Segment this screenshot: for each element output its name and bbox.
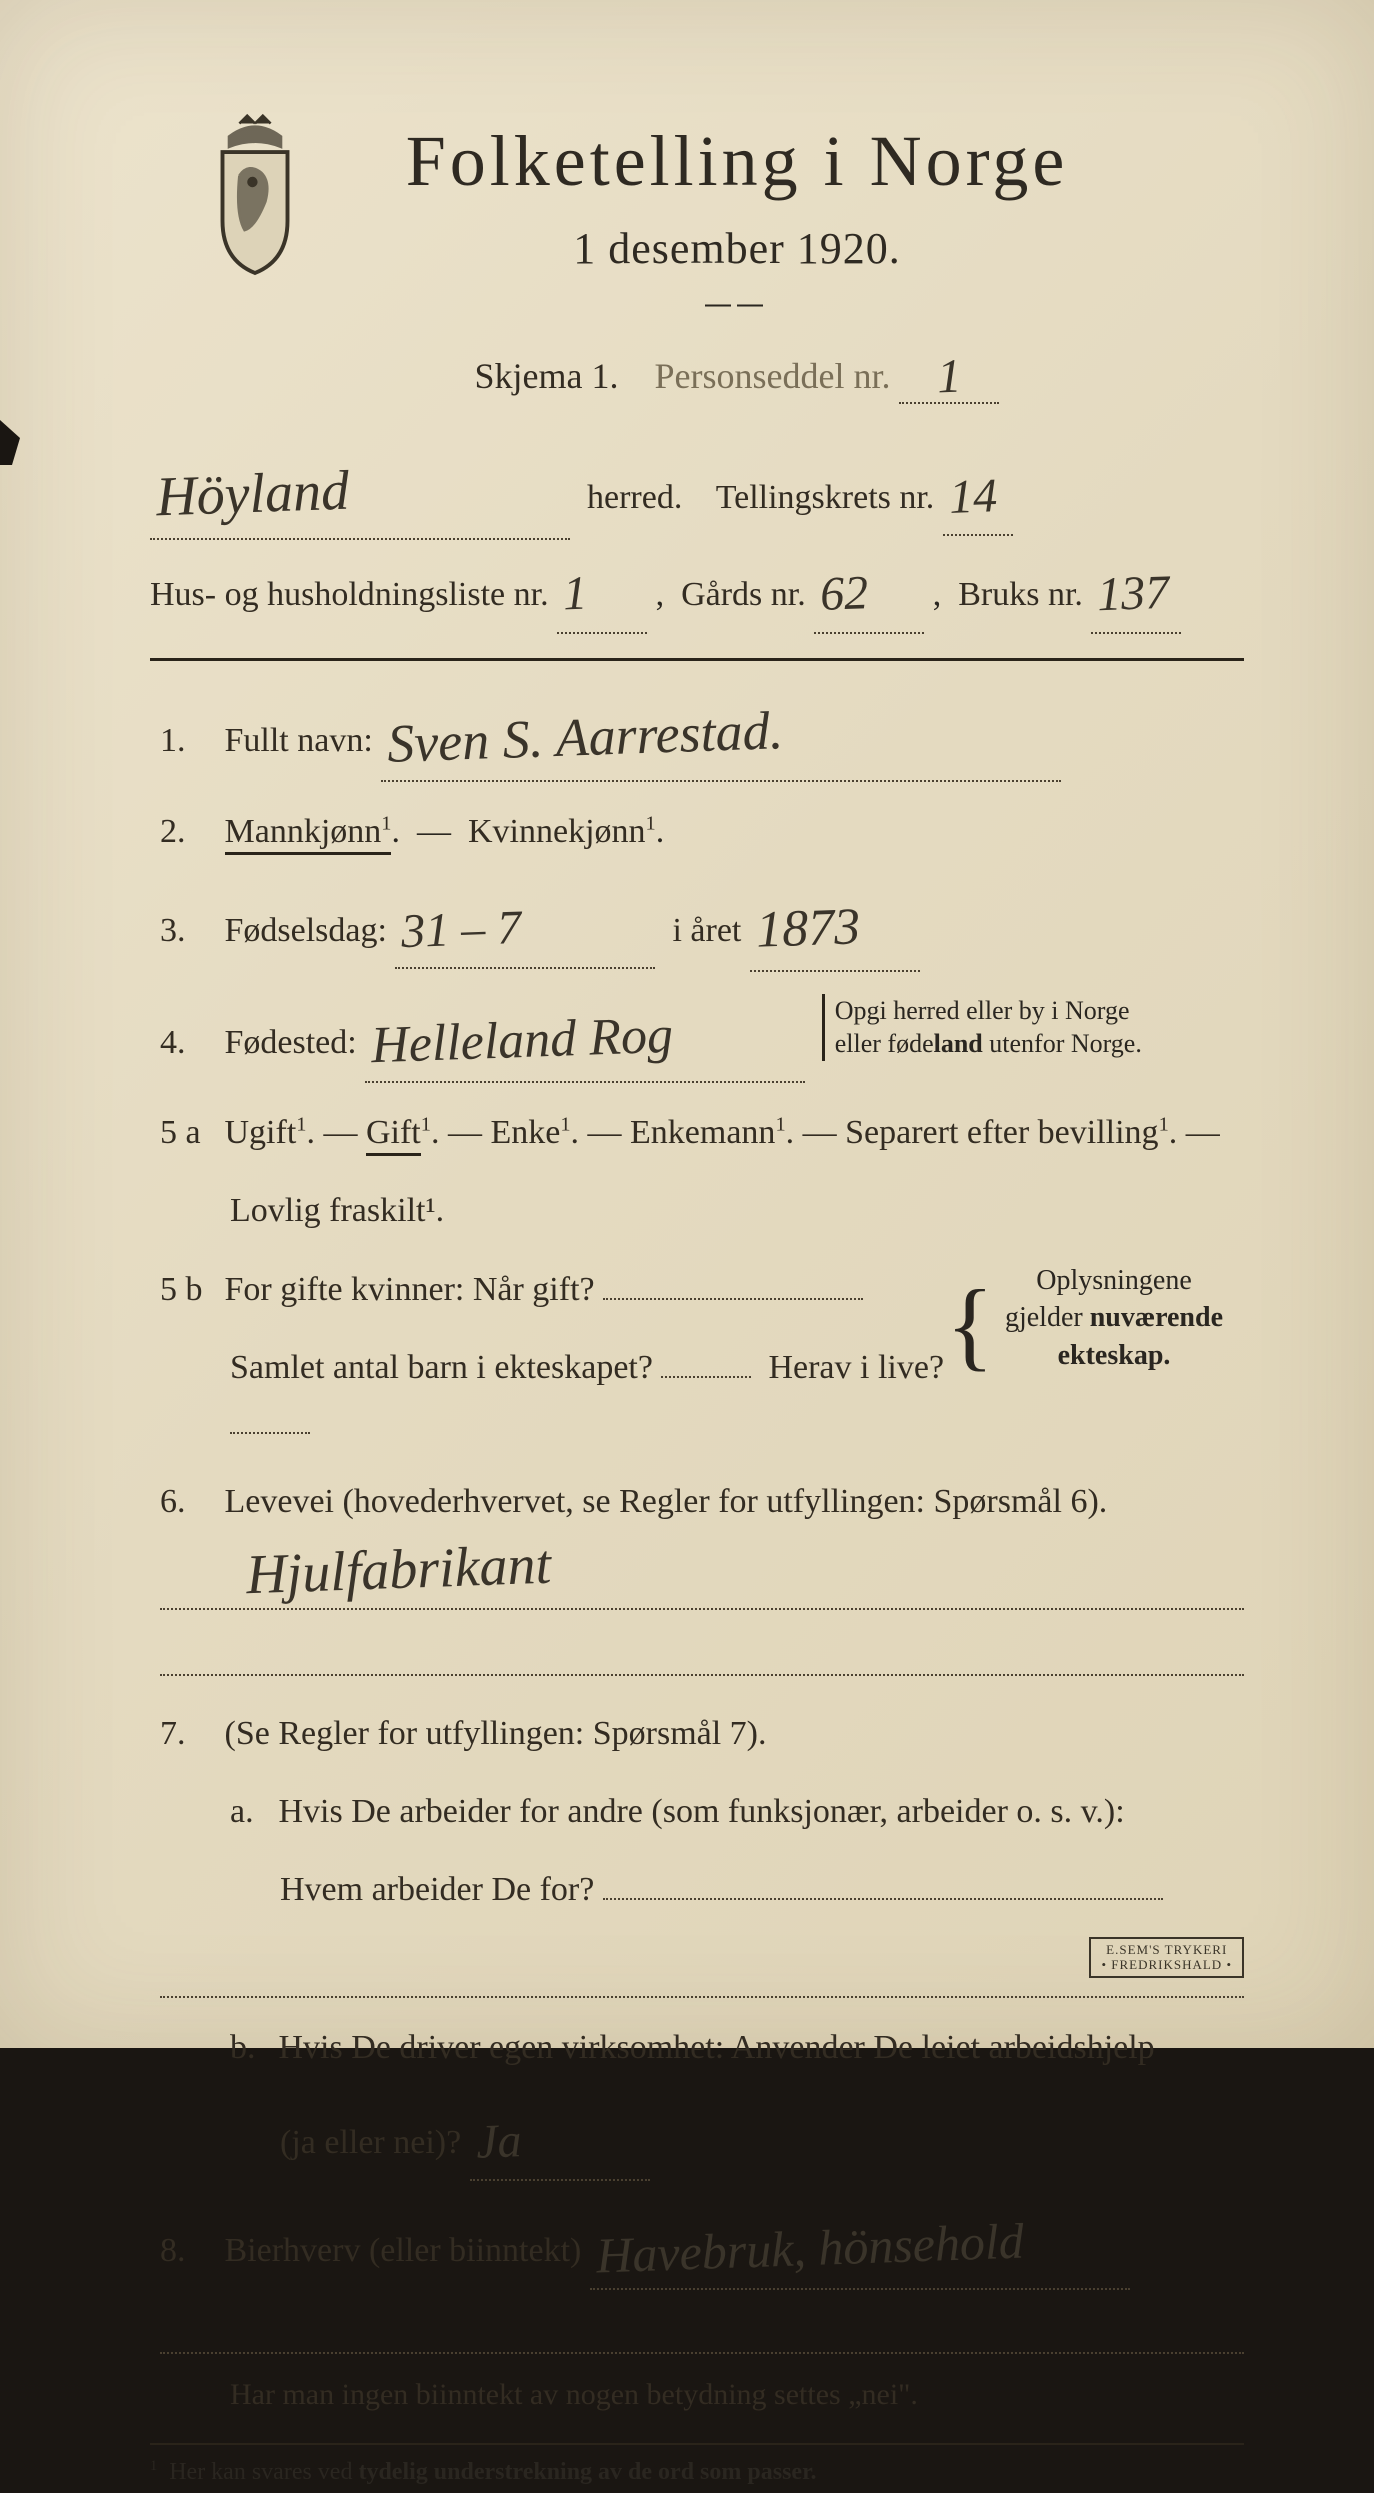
- personseddel-label: Personseddel nr.: [655, 356, 891, 396]
- q7b-row: b. Hvis De driver egen virksomhet: Anven…: [160, 2020, 1244, 2076]
- q8-note-row: Har man ingen biinntekt av nogen betydni…: [160, 2370, 1244, 2420]
- q3-year-label: i året: [672, 912, 741, 949]
- q7a-row: a. Hvis De arbeider for andre (som funks…: [160, 1784, 1244, 1840]
- schema-label: Skjema 1.: [475, 356, 619, 396]
- q2-row: 2. Mannkjønn1. — Kvinnekjønn1.: [160, 804, 1244, 860]
- form-body: Höyland herred. Tellingskrets nr. 14 Hus…: [150, 444, 1244, 2493]
- q6-value-line: Hjulfabrikant: [160, 1552, 1244, 1610]
- form-title: Folketelling i Norge: [230, 120, 1244, 203]
- q2-num: 2.: [160, 804, 216, 860]
- q3-label: Fødselsdag:: [225, 912, 387, 949]
- footnote: 1 Her kan svares ved tydelig understrekn…: [150, 2453, 1244, 2493]
- q5a-row: 5 a Ugift1. — Gift1. — Enke1. — Enkemann…: [160, 1105, 1244, 1161]
- q6-row: 6. Levevei (hovederhvervet, se Regler fo…: [160, 1474, 1244, 1530]
- husliste-row: Hus- og husholdningsliste nr. 1 , Gårds …: [150, 550, 1244, 633]
- q3-row: 3. Fødselsdag: 31 – 7 i året 1873: [160, 882, 1244, 972]
- q5b-note-l1: Oplysningene: [1036, 1265, 1192, 1296]
- separator-line: [150, 658, 1244, 661]
- q7-label: (Se Regler for utfyllingen: Spørsmål 7).: [225, 1715, 767, 1752]
- q4-num: 4.: [160, 1015, 216, 1071]
- stamp-l2: • FREDRIKSHALD •: [1101, 1957, 1232, 1972]
- q3-day: 31 – 7: [394, 887, 529, 971]
- personseddel-nr: 1: [931, 348, 969, 404]
- q1-row: 1. Fullt navn: Sven S. Aarrestad.: [160, 689, 1244, 782]
- husliste-label: Hus- og husholdningsliste nr.: [150, 576, 549, 613]
- q1-label: Fullt navn:: [225, 722, 373, 759]
- question-list: 1. Fullt navn: Sven S. Aarrestad. 2. Man…: [150, 689, 1244, 2420]
- q8-note: Har man ingen biinntekt av nogen betydni…: [230, 2378, 918, 2411]
- footer-rule: [150, 2443, 1244, 2445]
- q1-num: 1.: [160, 713, 216, 769]
- q5a-num: 5 a: [160, 1105, 216, 1161]
- q6-label: Levevei (hovederhvervet, se Regler for u…: [225, 1483, 1108, 1520]
- q7b-letter: b.: [230, 2020, 270, 2076]
- printer-stamp: E.SEM'S TRYKERI • FREDRIKSHALD •: [1089, 1937, 1244, 1978]
- herred-label: herred.: [587, 479, 682, 516]
- q5b-note-l2: gjelder nuværende: [1005, 1302, 1223, 1333]
- q8-num: 8.: [160, 2223, 216, 2279]
- q8-blank-line: [160, 2312, 1244, 2354]
- q7a-l2: Hvem arbeider De for?: [280, 1871, 594, 1908]
- q7b-row2: (ja eller nei)? Ja: [160, 2098, 1244, 2181]
- census-form-page: Folketelling i Norge 1 desember 1920. ⎼⎼…: [0, 0, 1374, 2048]
- herred-value: Höyland: [149, 444, 357, 543]
- q3-year: 1873: [749, 884, 868, 974]
- herred-row: Höyland herred. Tellingskrets nr. 14: [150, 444, 1244, 540]
- q7a-l1: Hvis De arbeider for andre (som funksjon…: [279, 1793, 1125, 1830]
- gards-nr: 62: [813, 553, 876, 634]
- q3-num: 3.: [160, 903, 216, 959]
- schema-row: Skjema 1. Personseddel nr. 1: [230, 345, 1244, 404]
- q7b-l2: (ja eller nei)?: [280, 2124, 461, 2161]
- q1-value: Sven S. Aarrestad.: [380, 685, 791, 788]
- coat-of-arms-icon: [190, 110, 320, 280]
- q2-kvinne: Kvinnekjønn1: [468, 813, 656, 850]
- q4-row: 4. Fødested: Helleland Rog Opgi herred e…: [160, 994, 1244, 1084]
- header-ornament: ⎼⎼: [230, 284, 1244, 315]
- q7a-blank-line: [160, 1940, 1244, 1998]
- q4-label: Fødested:: [225, 1024, 357, 1061]
- q6-num: 6.: [160, 1474, 216, 1530]
- q8-row: 8. Bierhverv (eller biinntekt) Havebruk,…: [160, 2203, 1244, 2290]
- q5b-num: 5 b: [160, 1262, 216, 1318]
- form-header: Folketelling i Norge 1 desember 1920. ⎼⎼…: [150, 120, 1244, 404]
- q5b-row: 5 b For gifte kvinner: Når gift? { Oplys…: [160, 1262, 1244, 1318]
- bruks-label: Bruks nr.: [958, 576, 1083, 613]
- q2-mann: Mannkjønn1: [225, 813, 392, 855]
- q5b-l2a: Samlet antal barn i ekteskapet?: [230, 1349, 653, 1386]
- q7a-letter: a.: [230, 1784, 270, 1840]
- q5a-options: Ugift1. — Gift1. — Enke1. — Enkemann1. —…: [225, 1114, 1220, 1151]
- q5a-line2: Lovlig fraskilt¹.: [230, 1192, 444, 1229]
- q8-value: Havebruk, hönsehold: [589, 2200, 1031, 2298]
- q7a-row2: Hvem arbeider De for?: [160, 1862, 1244, 1918]
- q6-value: Hjulfabrikant: [239, 1518, 559, 1621]
- q5a-row2: Lovlig fraskilt¹.: [160, 1183, 1244, 1239]
- q7-num: 7.: [160, 1706, 216, 1762]
- tellingskrets-nr: 14: [942, 456, 1005, 537]
- q6-blank-line: [160, 1618, 1244, 1676]
- stamp-l1: E.SEM'S TRYKERI: [1106, 1942, 1227, 1957]
- q5b-l2b: Herav i live?: [768, 1349, 944, 1386]
- q5b-l1a: For gifte kvinner: Når gift?: [225, 1271, 595, 1308]
- q7-row: 7. (Se Regler for utfyllingen: Spørsmål …: [160, 1706, 1244, 1762]
- q4-note-l1: Opgi herred eller by i Norge: [835, 996, 1130, 1025]
- gards-label: Gårds nr.: [681, 576, 806, 613]
- q8-label: Bierhverv (eller biinntekt): [225, 2232, 582, 2269]
- tellingskrets-label: Tellingskrets nr.: [716, 479, 935, 516]
- q4-value: Helleland Rog: [364, 992, 681, 1089]
- q5b-row2: Samlet antal barn i ekteskapet? Herav i …: [160, 1340, 1244, 1452]
- bruks-nr: 137: [1090, 553, 1177, 635]
- q7b-value: Ja: [468, 2101, 528, 2182]
- husliste-nr: 1: [556, 554, 595, 634]
- q4-note: Opgi herred eller by i Norge eller fødel…: [822, 994, 1142, 1062]
- form-date: 1 desember 1920.: [230, 223, 1244, 274]
- q4-note-l2: eller fødeland utenfor Norge.: [835, 1029, 1142, 1058]
